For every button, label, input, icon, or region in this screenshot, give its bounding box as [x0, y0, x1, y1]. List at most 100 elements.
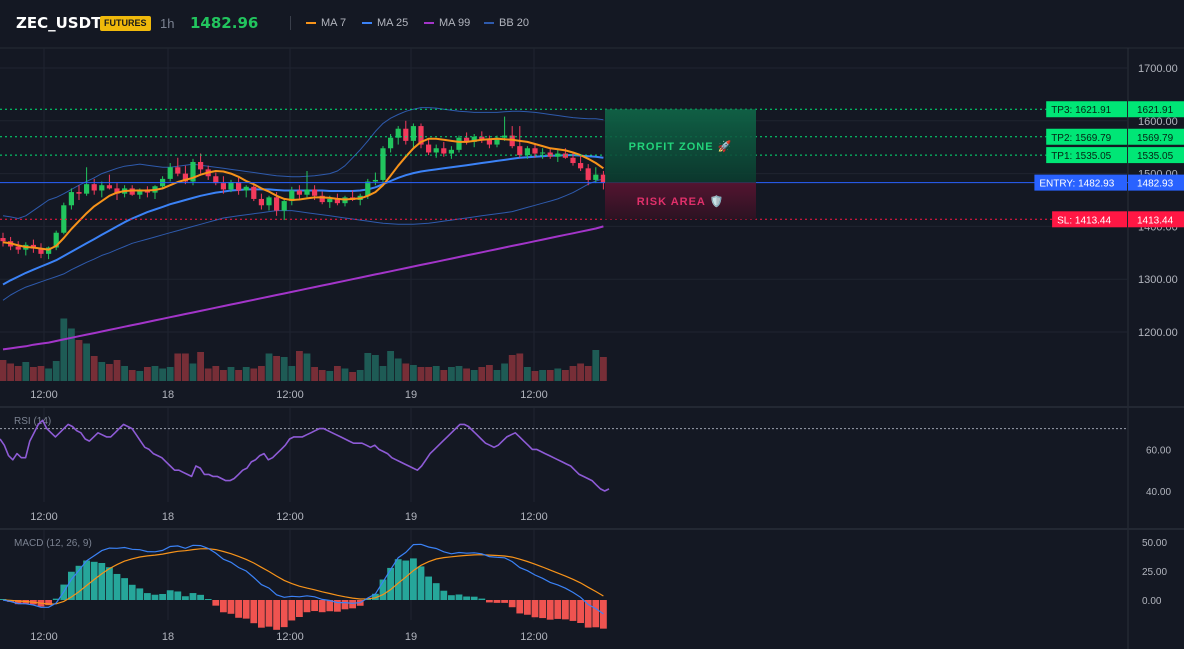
candle-body [91, 184, 97, 191]
candle-body [228, 182, 234, 190]
macd-hist-bar [402, 560, 410, 600]
macd-hist-bar [326, 600, 334, 612]
candle [441, 141, 447, 157]
profit-zone-label: PROFIT ZONE 🚀 [629, 140, 733, 153]
volume-bar [379, 366, 387, 381]
candles [0, 116, 606, 260]
volume-bar [303, 353, 311, 381]
macd-hist-bar [394, 559, 402, 600]
volume-bar [334, 366, 341, 381]
macd-hist-bar [387, 567, 394, 600]
legend-ma7[interactable]: MA 7 [306, 17, 346, 29]
volume-bar [478, 367, 486, 381]
macd-hist-bar [539, 600, 546, 619]
legend-ma25-swatch [362, 22, 372, 24]
candle [426, 139, 432, 156]
candle [494, 135, 500, 148]
legend-ma25[interactable]: MA 25 [362, 17, 408, 29]
timeframe-label[interactable]: 1h [160, 16, 175, 31]
candle-body [190, 161, 196, 182]
volume-bar [151, 366, 159, 381]
candle-body [15, 246, 21, 250]
volume-bar [356, 370, 364, 381]
macd-signal-line [2, 548, 604, 605]
candle [106, 174, 112, 190]
candle-body [547, 152, 553, 157]
sl-tag-bg [1052, 211, 1127, 228]
candle-body [585, 168, 591, 180]
candle [547, 148, 553, 159]
macd-hist-bar [106, 567, 113, 600]
chart-header: ZEC_USDT FUTURES 1h 1482.96 MA 7 MA 25 M… [0, 0, 1184, 48]
candle [266, 195, 272, 211]
macd-hist-bar [554, 600, 562, 619]
tp1-axis-label: 1535.05 [1137, 151, 1174, 162]
candle-body [213, 176, 219, 184]
volume-bar [463, 368, 470, 381]
entry-tag: ENTRY: 1482.93 [1039, 179, 1114, 190]
candle [114, 183, 120, 200]
candle-body [167, 167, 173, 179]
candle-body [593, 174, 599, 180]
candle [304, 170, 310, 198]
macd-hist-bar [463, 596, 470, 600]
macd-hist-bar [334, 600, 341, 612]
candle [486, 135, 492, 149]
tp2-axis-label: 1569.79 [1137, 133, 1174, 144]
candle [289, 186, 295, 206]
candle [555, 149, 561, 162]
futures-badge: FUTURES [100, 16, 151, 31]
price-axis-tick: 1600.00 [1138, 116, 1178, 128]
time-axis-tick: 19 [405, 631, 417, 643]
volume-bar [486, 365, 493, 381]
macd-hist-bar [166, 590, 174, 600]
time-axis-tick: 12:00 [520, 389, 548, 401]
legend-ma99[interactable]: MA 99 [424, 17, 470, 29]
time-axis-tick: 19 [405, 511, 417, 523]
volume-bar [584, 366, 592, 381]
macd-hist-bar [508, 600, 516, 608]
candle [251, 184, 257, 202]
volume-bar [296, 351, 303, 381]
time-axis-tick: 12:00 [30, 631, 58, 643]
candle-body [433, 148, 439, 153]
candle-body [486, 139, 492, 145]
volume-bar [0, 360, 7, 381]
candle [593, 167, 599, 184]
candle-body [600, 174, 606, 183]
macd-hist-bar [486, 600, 493, 603]
macd-hist-bar [524, 600, 531, 615]
macd-hist-bar [68, 571, 75, 600]
volume-bar [144, 367, 151, 381]
candle-body [114, 188, 120, 194]
candle-body [258, 198, 264, 206]
rsi-axis-tick: 40.00 [1146, 487, 1171, 498]
candle-body [327, 198, 333, 203]
volume-bar [349, 372, 356, 381]
macd-hist-bar [493, 600, 501, 603]
macd-hist-bar [478, 598, 486, 600]
candle-body [479, 136, 485, 140]
macd-hist-bar [204, 599, 212, 600]
candle-body [403, 128, 409, 141]
time-axis-tick: 18 [162, 631, 174, 643]
legend-bb20[interactable]: BB 20 [484, 17, 529, 29]
macd-hist-bar [577, 600, 584, 624]
symbol-name[interactable]: ZEC_USDT [16, 14, 102, 32]
candle-body [289, 190, 295, 202]
macd-hist-bar [296, 600, 303, 617]
candle-body [410, 126, 416, 141]
legend-ma25-label: MA 25 [377, 17, 409, 29]
candle [38, 243, 44, 259]
macd-axis-tick: 25.00 [1142, 567, 1167, 578]
macd-hist-bar [121, 578, 128, 600]
candle-body [251, 186, 257, 199]
legend-bb20-label: BB 20 [499, 17, 529, 29]
volume-bar [402, 363, 410, 381]
macd-hist-bar [318, 600, 326, 613]
volume-bar [166, 367, 174, 381]
candle [61, 202, 67, 235]
time-axis-tick: 12:00 [276, 631, 304, 643]
volume-bar [531, 371, 539, 381]
